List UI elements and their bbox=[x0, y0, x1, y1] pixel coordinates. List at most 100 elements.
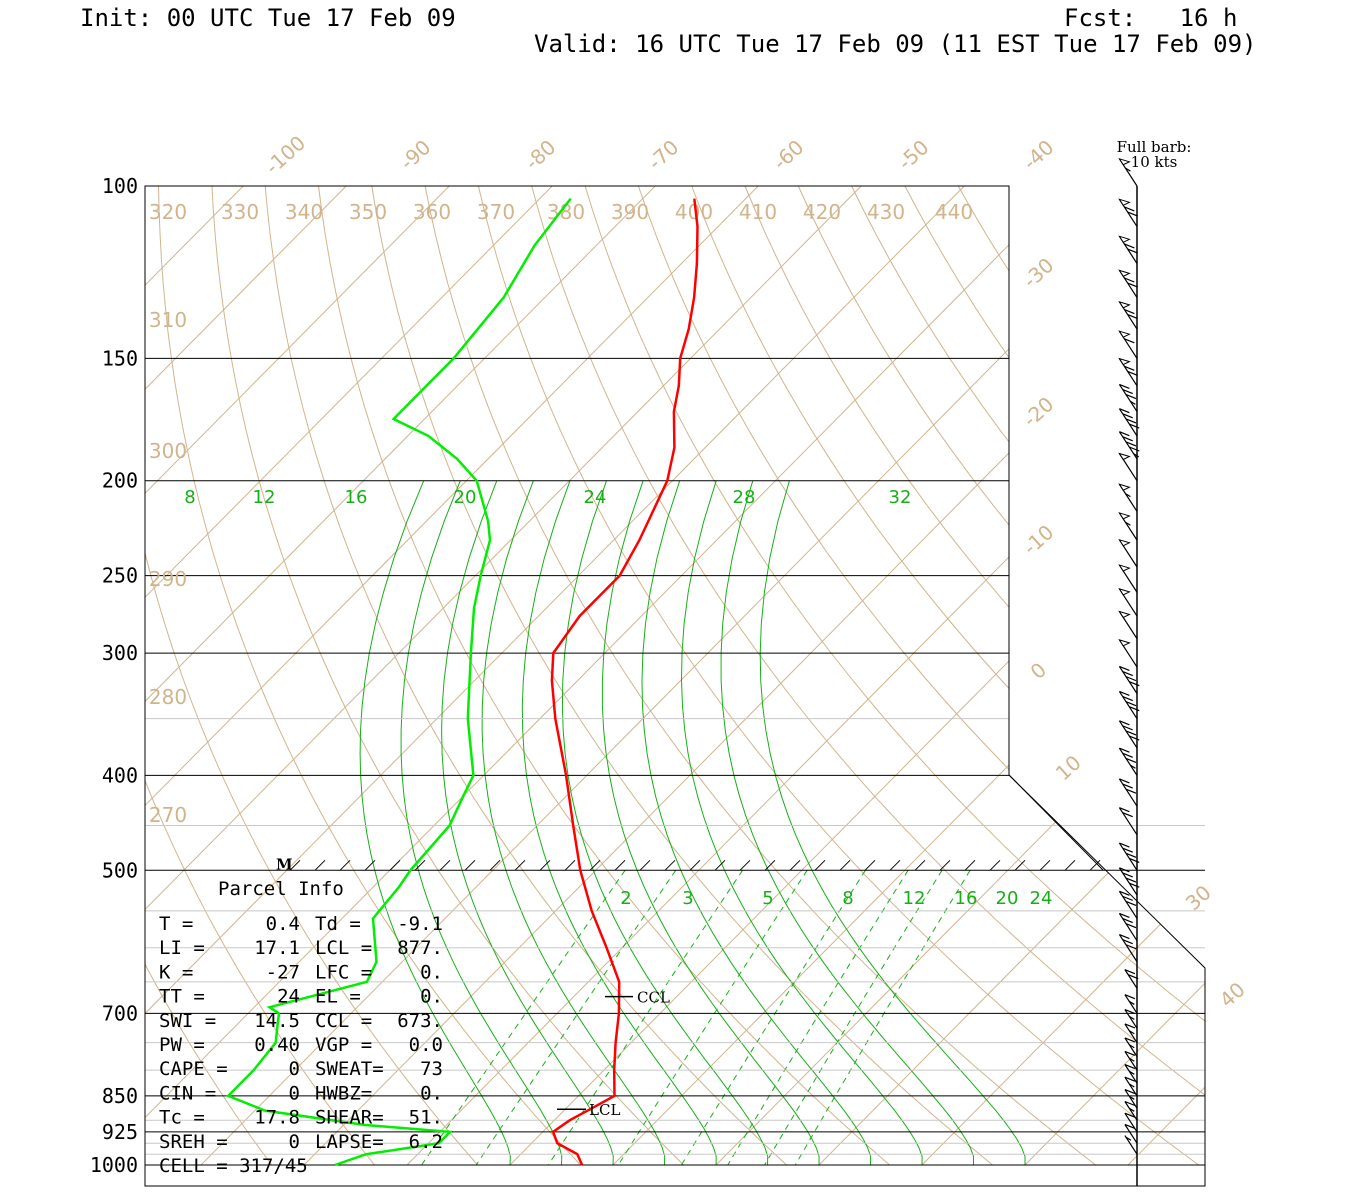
hatch-mark bbox=[939, 859, 951, 871]
valid-time: Valid: 16 UTC Tue 17 Feb 09 (11 EST Tue … bbox=[534, 30, 1257, 58]
hatch-mark bbox=[689, 859, 701, 871]
barb-key-line1: Full barb: bbox=[1117, 138, 1192, 156]
hatch-mark bbox=[564, 859, 576, 871]
hatch-mark bbox=[639, 859, 651, 871]
mixing-ratio-label: 20 bbox=[996, 888, 1019, 909]
dry-adiabat bbox=[1117, 186, 1205, 1166]
dry-adiabat bbox=[1011, 186, 1205, 1166]
pressure-tick-label: 200 bbox=[102, 469, 138, 493]
plot-border bbox=[144, 185, 1206, 1187]
dry-adiabat bbox=[371, 186, 993, 1166]
isotherm-label: -60 bbox=[768, 135, 808, 175]
parcel-info-value: 0.0 bbox=[409, 1034, 443, 1056]
pressure-tick-label: 925 bbox=[102, 1120, 138, 1144]
wind-barb bbox=[1118, 665, 1140, 694]
dry-adiabat bbox=[637, 186, 1205, 1166]
parcel-info-label: SWEAT= bbox=[315, 1058, 384, 1080]
wind-barb bbox=[1124, 994, 1138, 1014]
pressure-tick-label: 1000 bbox=[90, 1153, 138, 1177]
wind-barb bbox=[1124, 1123, 1138, 1144]
hatch-mark bbox=[1014, 859, 1026, 871]
wind-barb bbox=[1118, 690, 1140, 719]
hatch-mark bbox=[814, 859, 826, 871]
wind-barb bbox=[1118, 807, 1138, 836]
parcel-info-label: T = bbox=[159, 913, 193, 935]
hatch-mark bbox=[714, 859, 726, 871]
parcel-info-value: 0 bbox=[289, 1082, 300, 1104]
ccl-marker-label: CCL bbox=[637, 989, 670, 1007]
wind-barb bbox=[1118, 867, 1140, 896]
wind-barb bbox=[1124, 1112, 1138, 1133]
hatch-marks bbox=[289, 859, 1101, 871]
isotherm-line bbox=[145, 186, 656, 1166]
dewpoint-trace bbox=[225, 197, 572, 1167]
hatch-mark bbox=[1064, 859, 1076, 871]
wind-barb bbox=[1118, 269, 1138, 298]
dry-adiabat bbox=[158, 186, 581, 1166]
wind-barb bbox=[1118, 747, 1138, 776]
hatch-mark bbox=[489, 859, 501, 871]
wind-barb bbox=[1124, 1100, 1138, 1121]
wind-barb bbox=[1118, 778, 1138, 807]
hatch-mark bbox=[614, 859, 626, 871]
hatch-mark bbox=[414, 859, 426, 871]
parcel-info-label: PW = bbox=[159, 1034, 205, 1056]
isotherm-line bbox=[303, 186, 1205, 1166]
theta-label: 270 bbox=[149, 803, 187, 827]
minor-pressure-lines bbox=[145, 718, 1205, 1155]
wind-barb bbox=[1118, 235, 1138, 264]
mixing-ratio-label: 16 bbox=[955, 888, 978, 909]
init-time: Init: 00 UTC Tue 17 Feb 09 bbox=[80, 4, 456, 32]
hatch-mark bbox=[364, 859, 376, 871]
parcel-info-title: Parcel Info bbox=[218, 878, 344, 900]
mixing-ratio-label: 24 bbox=[584, 487, 607, 508]
theta-label: 410 bbox=[739, 200, 777, 224]
parcel-info-value: -9.1 bbox=[397, 913, 443, 935]
parcel-info-label: HWBZ= bbox=[315, 1082, 372, 1104]
isotherm-label: 30 bbox=[1181, 880, 1216, 915]
isotherm-label: -70 bbox=[643, 135, 683, 175]
isotherm-line bbox=[612, 186, 1205, 1166]
mixing-ratio-lines bbox=[421, 870, 971, 1166]
pressure-tick-label: 700 bbox=[102, 1001, 138, 1025]
wind-barb bbox=[1118, 890, 1138, 919]
isotherm-line bbox=[145, 186, 347, 1166]
pressure-tick-label: 850 bbox=[102, 1084, 138, 1108]
dry-adiabat bbox=[264, 186, 787, 1166]
barb-key-line2: 10 kts bbox=[1131, 153, 1178, 171]
dry-adiabat bbox=[797, 186, 1205, 1166]
hatch-mark bbox=[464, 859, 476, 871]
parcel-info-label: CELL = 317/45 bbox=[159, 1155, 308, 1177]
parcel-info-value: 0 bbox=[289, 1058, 300, 1080]
dry-adiabat bbox=[531, 186, 1205, 1166]
parcel-info-value: 673. bbox=[397, 1010, 443, 1032]
hatch-mark bbox=[389, 859, 401, 871]
isotherm-label: 40 bbox=[1215, 977, 1250, 1012]
wind-barb bbox=[1124, 1135, 1138, 1155]
wind-barb bbox=[1118, 198, 1138, 227]
lcl-marker-label: LCL bbox=[589, 1101, 620, 1119]
wind-barb bbox=[1118, 483, 1138, 512]
wind-barb bbox=[1118, 330, 1138, 359]
parcel-info-value: 17.1 bbox=[254, 937, 300, 959]
hatch-mark bbox=[739, 859, 751, 871]
wind-barb bbox=[1124, 1076, 1138, 1097]
wind-barb bbox=[1118, 157, 1138, 187]
parcel-info-label: LI = bbox=[159, 937, 205, 959]
theta-label: 420 bbox=[803, 200, 841, 224]
wind-barb bbox=[1118, 538, 1138, 568]
wind-barb bbox=[1124, 1037, 1138, 1057]
wind-barb bbox=[1118, 588, 1138, 617]
parcel-info-value: 6.2 bbox=[409, 1131, 443, 1153]
theta-label: 440 bbox=[935, 200, 973, 224]
mixing-ratio-label: 5 bbox=[762, 888, 773, 909]
parcel-info-label: Td = bbox=[315, 913, 361, 935]
mixing-ratio-label: 2 bbox=[620, 888, 631, 909]
parcel-info-value: 0. bbox=[420, 961, 443, 983]
mixing-ratio-line bbox=[475, 870, 677, 1166]
mixing-ratio-line bbox=[617, 870, 808, 1166]
hatch-mark bbox=[764, 859, 776, 871]
isotherm-label: -100 bbox=[260, 131, 310, 179]
parcel-info-value: 0.4 bbox=[266, 913, 300, 935]
wind-barb bbox=[1118, 564, 1138, 593]
